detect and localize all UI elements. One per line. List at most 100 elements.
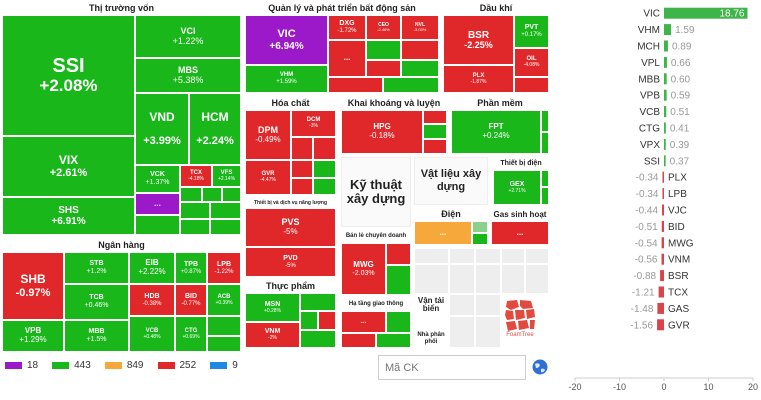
legend-item-green[interactable]: 443 bbox=[52, 360, 91, 371]
tile-small[interactable] bbox=[475, 294, 501, 316]
tile-VPB[interactable]: VPB +1.29% bbox=[2, 320, 64, 352]
tile-small[interactable] bbox=[472, 221, 488, 233]
tile-HPG[interactable]: HPG -0.18% bbox=[341, 110, 423, 154]
bar-VPX[interactable] bbox=[664, 138, 666, 150]
bar-MBB[interactable] bbox=[664, 73, 667, 85]
tile-LPB[interactable]: LPB -1.22% bbox=[207, 252, 241, 284]
tile-small[interactable] bbox=[449, 264, 475, 294]
tile-small[interactable] bbox=[180, 219, 210, 235]
bar-MCH[interactable] bbox=[664, 40, 668, 52]
tile-TCX[interactable]: TCX -4.18% bbox=[180, 165, 212, 187]
tile-SHB[interactable]: SHB -0.97% bbox=[2, 252, 64, 320]
bar-VCB[interactable] bbox=[664, 106, 667, 118]
tile-small[interactable] bbox=[501, 264, 525, 294]
tile-small[interactable] bbox=[501, 248, 525, 264]
tile-CTG[interactable]: CTG +0.69% bbox=[175, 316, 207, 352]
tile-BID[interactable]: BID -0.77% bbox=[175, 284, 207, 316]
tile-small[interactable] bbox=[386, 243, 411, 265]
tile-small[interactable] bbox=[423, 139, 447, 154]
legend-item-blue[interactable]: 9 bbox=[210, 360, 238, 371]
tile-PVD[interactable]: PVD -5% bbox=[245, 247, 336, 277]
tile-small[interactable] bbox=[475, 316, 501, 348]
tile-small[interactable] bbox=[514, 77, 549, 93]
tile-DCM[interactable]: DCM -3% bbox=[291, 110, 336, 137]
tile-small[interactable] bbox=[541, 187, 549, 205]
tile-PLX[interactable]: PLX -1.87% bbox=[443, 65, 514, 93]
tile-small[interactable] bbox=[291, 137, 313, 160]
tile-TCB[interactable]: TCB +0.46% bbox=[64, 284, 129, 320]
tile-small[interactable] bbox=[449, 294, 475, 316]
tile-small[interactable] bbox=[180, 187, 202, 202]
bar-BSR[interactable] bbox=[660, 270, 664, 282]
sector-ky-thuat-xay-dung[interactable]: Kỹ thuật xây dựng bbox=[341, 157, 411, 227]
tile-DXG[interactable]: DXG -1.72% bbox=[328, 15, 366, 40]
tile-small[interactable] bbox=[300, 330, 336, 348]
tile-small[interactable] bbox=[525, 264, 549, 294]
bar-GVR[interactable] bbox=[657, 319, 664, 331]
tile-small[interactable] bbox=[341, 333, 376, 348]
tile-small[interactable] bbox=[300, 293, 336, 311]
tile-VHM[interactable]: VHM +1.59% bbox=[245, 65, 328, 93]
tile-VCI[interactable]: VCI +1.22% bbox=[135, 15, 241, 58]
tile-VIC[interactable]: VIC +6.94% bbox=[245, 15, 328, 65]
legend-item-orange[interactable]: 849 bbox=[104, 360, 144, 371]
tile-small[interactable] bbox=[386, 265, 411, 295]
tile-small[interactable] bbox=[401, 60, 439, 77]
tile-small[interactable] bbox=[414, 248, 449, 264]
bar-VJC[interactable] bbox=[662, 204, 664, 216]
tile-small[interactable] bbox=[475, 248, 501, 264]
tile-small[interactable] bbox=[475, 264, 501, 294]
legend-item-red[interactable]: 252 bbox=[157, 360, 196, 371]
tile-GEX[interactable]: GEX +2.71% bbox=[493, 170, 541, 205]
tile-PVS[interactable]: PVS -5% bbox=[245, 208, 336, 247]
bar-LPB[interactable] bbox=[662, 188, 664, 200]
stock-search-input[interactable] bbox=[378, 355, 526, 380]
tile-small[interactable] bbox=[423, 124, 447, 139]
tile-small[interactable] bbox=[414, 264, 449, 294]
tile-small[interactable] bbox=[383, 77, 439, 93]
tile-NVL[interactable]: NVL -3.03% bbox=[401, 15, 439, 40]
tile-FPT[interactable]: FPT +0.24% bbox=[451, 110, 541, 154]
tile-SSI[interactable]: SSI +2.08% bbox=[2, 15, 135, 136]
tile-small[interactable] bbox=[472, 233, 488, 245]
bar-VHM[interactable] bbox=[664, 24, 672, 36]
tile-small[interactable] bbox=[318, 311, 336, 330]
tile-small[interactable] bbox=[449, 316, 475, 348]
bar-VPB[interactable] bbox=[664, 89, 667, 101]
tile-MBS[interactable]: MBS +5.38% bbox=[135, 58, 241, 93]
tile-small[interactable] bbox=[222, 187, 241, 202]
tile-MWG[interactable]: MWG -2.03% bbox=[341, 243, 386, 295]
bar-PLX[interactable] bbox=[662, 171, 664, 183]
bar-SSI[interactable] bbox=[664, 155, 666, 167]
tile-MSN[interactable]: MSN +0.28% bbox=[245, 293, 300, 322]
tile-GVR[interactable]: GVR -4.47% bbox=[245, 160, 291, 195]
tile-small[interactable] bbox=[313, 160, 336, 178]
tile-small[interactable] bbox=[386, 311, 411, 333]
tile-STB[interactable]: STB +1.2% bbox=[64, 252, 129, 284]
tile-VCB[interactable]: VCB +0.48% bbox=[129, 316, 175, 352]
tile-small[interactable] bbox=[313, 178, 336, 195]
tile-small[interactable] bbox=[376, 333, 411, 348]
bar-VPL[interactable] bbox=[664, 56, 667, 68]
tile-small[interactable] bbox=[328, 77, 383, 93]
tile-small[interactable] bbox=[541, 170, 549, 187]
tile-small[interactable] bbox=[401, 40, 439, 60]
tile-BSR[interactable]: BSR -2.25% bbox=[443, 15, 514, 65]
tile-EIB[interactable]: EIB +2.22% bbox=[129, 252, 175, 284]
tile-small[interactable] bbox=[207, 336, 241, 352]
tile-small[interactable] bbox=[541, 110, 549, 132]
tile-small[interactable] bbox=[313, 137, 336, 160]
bar-VIC[interactable] bbox=[664, 7, 748, 19]
tile-HCM[interactable]: HCM +2.24% bbox=[189, 93, 241, 165]
tile-VFS[interactable]: VFS +2.14% bbox=[212, 165, 241, 187]
tile-TPB[interactable]: TPB +0.87% bbox=[175, 252, 207, 284]
tile-small[interactable] bbox=[423, 110, 447, 124]
tile-small[interactable] bbox=[202, 187, 222, 202]
bar-TCX[interactable] bbox=[658, 286, 664, 298]
tile-small[interactable] bbox=[210, 202, 241, 219]
tile-small[interactable] bbox=[135, 215, 180, 235]
tile-ACB[interactable]: ACB +0.39% bbox=[207, 284, 241, 316]
tile-HDB[interactable]: HDB -0.38% bbox=[129, 284, 175, 316]
tile-PVT[interactable]: PVT +0.17% bbox=[514, 15, 549, 48]
tile-small[interactable] bbox=[300, 311, 318, 330]
